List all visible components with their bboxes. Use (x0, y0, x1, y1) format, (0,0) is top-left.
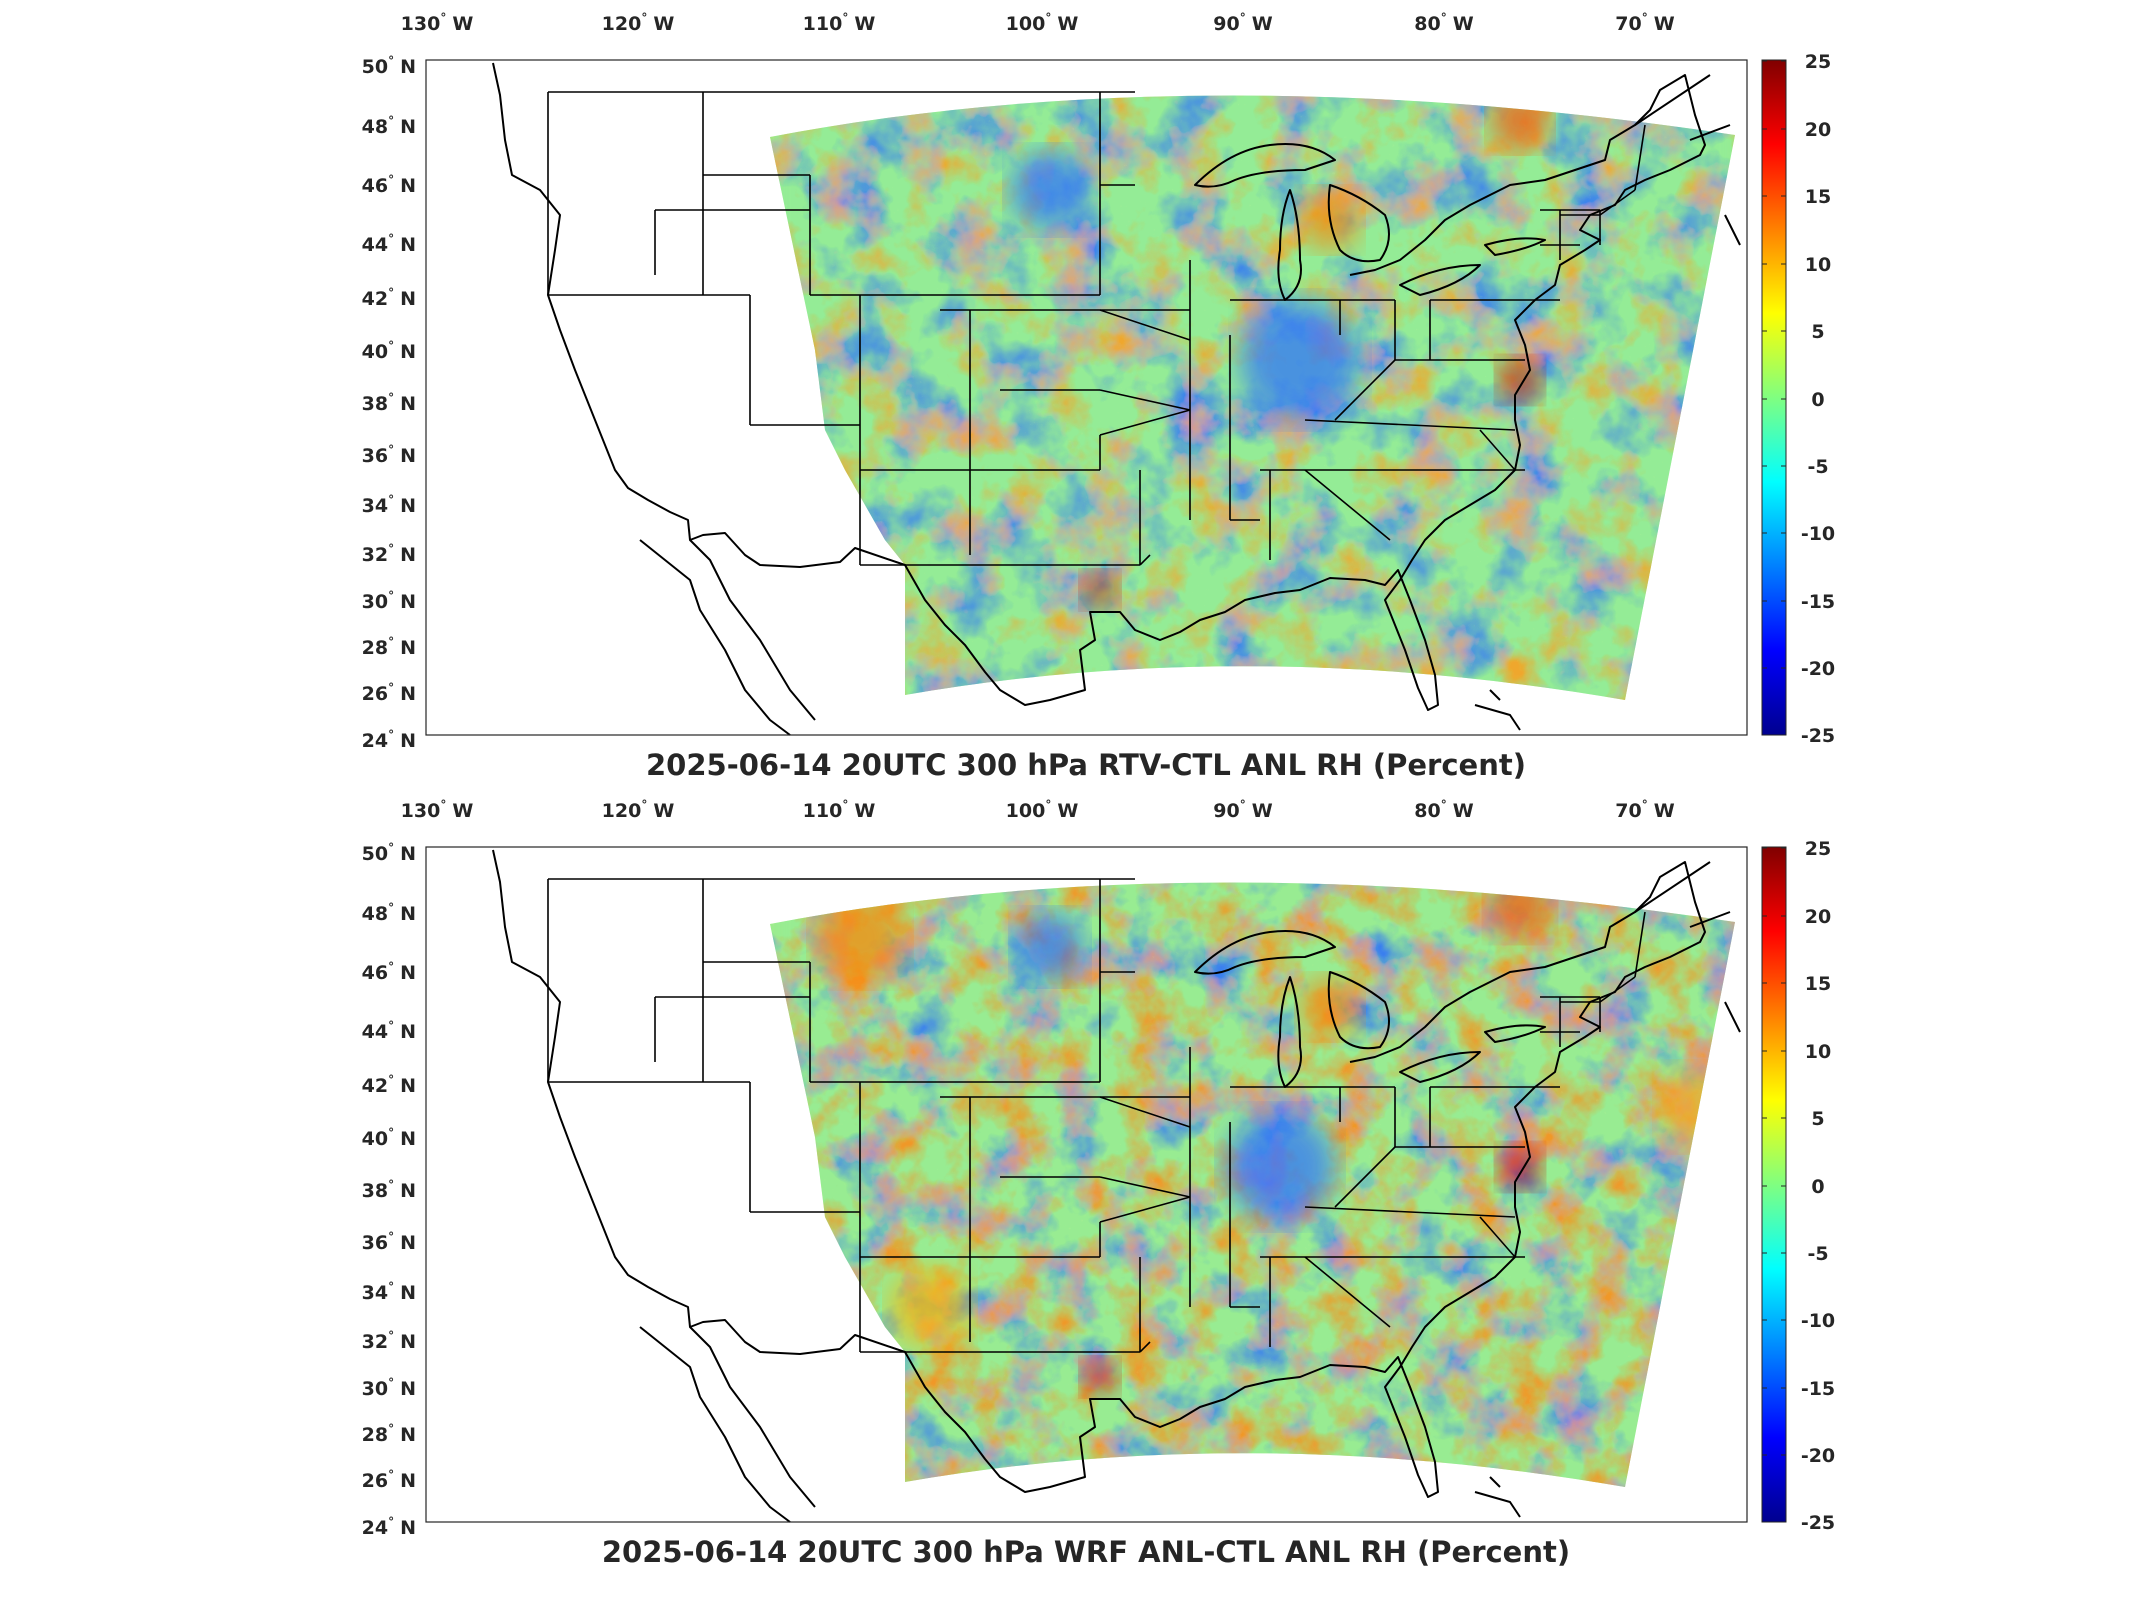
colorbar-tick-label: -15 (1801, 591, 1835, 613)
colorbar-tick-label: -10 (1801, 523, 1835, 545)
map-outlines (492, 62, 1741, 736)
colorbar-tick-label: 0 (1811, 1176, 1824, 1198)
colorbar-tick-label: -20 (1801, 1445, 1835, 1467)
colorbar-tick-label: -10 (1801, 1310, 1835, 1332)
lon-tick-label: 80° W (1414, 11, 1473, 35)
coastline (492, 62, 1706, 711)
colorbar-tick-label: 10 (1805, 254, 1831, 276)
lat-tick-label: 26° N (362, 1468, 416, 1492)
lat-tick-label: 28° N (362, 1422, 416, 1446)
rh-difference-field (770, 95, 1735, 700)
lat-tick-label: 36° N (362, 1230, 416, 1254)
lat-tick-label: 40° N (362, 339, 416, 363)
great-lake-outline (1327, 184, 1390, 263)
map-outlines (492, 849, 1741, 1523)
great-lake-outline (1484, 237, 1546, 256)
lat-tick-label: 48° N (362, 114, 416, 138)
great-lake-outline (1194, 143, 1336, 188)
colorbar-tick-label: 20 (1805, 119, 1831, 141)
lat-tick-label: 24° N (362, 728, 416, 752)
lon-tick-label: 90° W (1213, 798, 1272, 822)
great-lake-outline (1399, 264, 1481, 296)
lon-tick-label: 100° W (1006, 798, 1079, 822)
lat-tick-label: 44° N (362, 1019, 416, 1043)
lat-tick-label: 44° N (362, 232, 416, 256)
lat-tick-label: 36° N (362, 443, 416, 467)
lat-tick-label: 38° N (362, 391, 416, 415)
lat-tick-label: 42° N (362, 286, 416, 310)
lon-tick-label: 100° W (1006, 11, 1079, 35)
great-lake-outline (1194, 930, 1336, 975)
axes-box (425, 59, 1748, 736)
colorbar-tick-label: 15 (1805, 973, 1831, 995)
baja-coastline (639, 539, 816, 736)
lon-tick-label: 70° W (1615, 798, 1674, 822)
map-panel-bottom: 130° W 120° W 110° W 100° W 90° W 80° W 70° W 50° N 48° N… (362, 798, 1836, 1569)
colorbar-tick-label: -15 (1801, 1378, 1835, 1400)
lon-tick-label: 80° W (1414, 798, 1473, 822)
baja-coastline (639, 1326, 816, 1523)
colorbar-tick-label: 25 (1805, 838, 1831, 860)
colorbar-tick-label: -25 (1801, 1512, 1835, 1534)
lat-tick-label: 24° N (362, 1515, 416, 1539)
lat-tick-label: 26° N (362, 681, 416, 705)
map-panel-top: 130° W 120° W 110° W 100° W 90° W 80° W 70° W 50° N 48° N… (362, 11, 1836, 782)
lon-tick-label: 90° W (1213, 11, 1272, 35)
lat-tick-label: 30° N (362, 589, 416, 613)
colorbar: 25 20 15 10 5 0 -5 -10 -15 -20 -25 (1761, 51, 1835, 747)
axes-box (425, 846, 1748, 1523)
colorbar-gradient (1761, 846, 1787, 1523)
colorbar-tick-label: 25 (1805, 51, 1831, 73)
lat-tick-label: 32° N (362, 1329, 416, 1353)
lon-tick-label: 130° W (401, 798, 474, 822)
lat-tick-label: 28° N (362, 635, 416, 659)
lat-tick-label: 50° N (362, 841, 416, 865)
lat-tick-label: 42° N (362, 1073, 416, 1097)
lat-tick-label: 38° N (362, 1178, 416, 1202)
lat-tick-label: 34° N (362, 493, 416, 517)
coastline (492, 849, 1706, 1498)
lat-tick-label: 50° N (362, 54, 416, 78)
panel-title: 2025-06-14 20UTC 300 hPa RTV-CTL ANL RH … (646, 748, 1526, 782)
great-lake-outline (1327, 971, 1390, 1050)
colorbar-tick-label: 0 (1811, 389, 1824, 411)
colorbar-tick-label: 5 (1811, 1108, 1824, 1130)
great-lake-outline (1277, 189, 1302, 301)
colorbar-tick-label: -5 (1807, 1243, 1828, 1265)
rh-difference-field (770, 882, 1735, 1487)
colorbar-gradient (1761, 59, 1787, 736)
lat-tick-label: 32° N (362, 542, 416, 566)
colorbar-tick-label: 10 (1805, 1041, 1831, 1063)
colorbar-tick-label: -20 (1801, 658, 1835, 680)
lat-tick-label: 34° N (362, 1280, 416, 1304)
lat-tick-label: 48° N (362, 901, 416, 925)
great-lake-outline (1277, 976, 1302, 1088)
lon-tick-label: 110° W (803, 11, 876, 35)
lon-tick-label: 70° W (1615, 11, 1674, 35)
lon-tick-label: 130° W (401, 11, 474, 35)
great-lake-outline (1484, 1024, 1546, 1043)
lon-tick-label: 110° W (803, 798, 876, 822)
colorbar-tick-label: 5 (1811, 321, 1824, 343)
colorbar-tick-label: 20 (1805, 906, 1831, 928)
lat-tick-label: 30° N (362, 1376, 416, 1400)
colorbar: 25 20 15 10 5 0 -5 -10 -15 -20 -25 (1761, 838, 1835, 1534)
lon-tick-label: 120° W (602, 11, 675, 35)
colorbar-tick-label: 15 (1805, 186, 1831, 208)
lat-tick-label: 46° N (362, 960, 416, 984)
lat-tick-label: 46° N (362, 173, 416, 197)
lon-tick-label: 120° W (602, 798, 675, 822)
panel-title: 2025-06-14 20UTC 300 hPa WRF ANL-CTL ANL… (602, 1535, 1570, 1569)
colorbar-tick-label: -5 (1807, 456, 1828, 478)
great-lake-outline (1399, 1051, 1481, 1083)
lat-tick-label: 40° N (362, 1126, 416, 1150)
colorbar-tick-label: -25 (1801, 725, 1835, 747)
